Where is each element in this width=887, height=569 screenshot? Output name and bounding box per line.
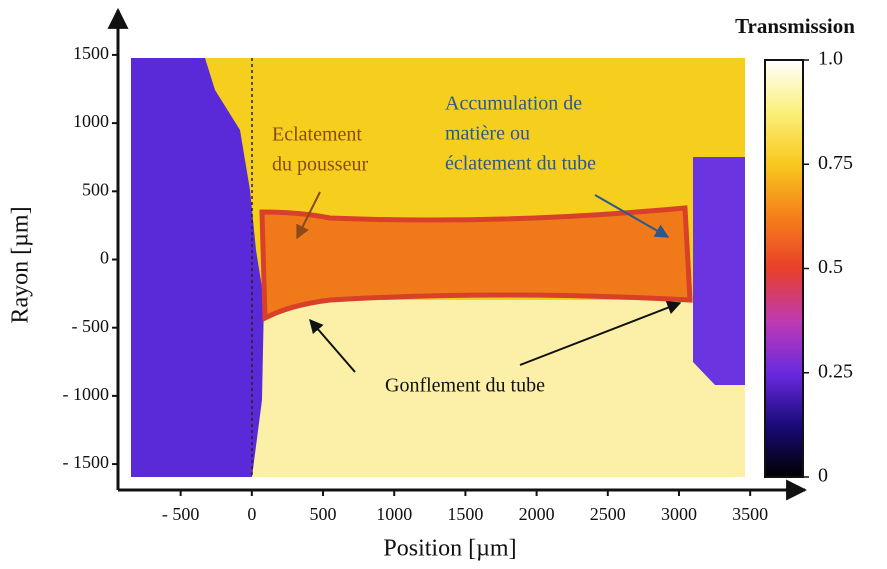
x-tick-label: 1500 xyxy=(447,504,483,524)
y-tick-label: - 500 xyxy=(72,316,110,336)
x-tick-label: 1000 xyxy=(376,504,412,524)
colorbar-tick-label: 0.5 xyxy=(818,256,843,278)
colorbar-tick-label: 0.75 xyxy=(818,152,853,174)
y-tick-label: 1000 xyxy=(73,111,109,131)
heatmap-image xyxy=(131,58,745,477)
x-tick-label: 3000 xyxy=(661,504,697,524)
x-tick-label: 2500 xyxy=(590,504,626,524)
annotation-text: Gonflement du tube xyxy=(385,375,545,397)
x-tick-label: - 500 xyxy=(162,504,200,524)
x-tick-label: 0 xyxy=(247,504,256,524)
colorbar-tick-label: 1.0 xyxy=(818,48,843,70)
y-axis-label: Rayon [µm] xyxy=(8,206,34,323)
y-tick-label: 0 xyxy=(100,248,109,268)
colorbar xyxy=(764,59,804,478)
x-tick-label: 500 xyxy=(310,504,337,524)
y-tick-label: - 1500 xyxy=(63,452,110,472)
y-tick-label: - 1000 xyxy=(63,384,110,404)
annotation-text: Accumulation de xyxy=(445,93,582,115)
x-axis-label: Position [µm] xyxy=(383,536,516,562)
x-tick-label: 2000 xyxy=(519,504,555,524)
colorbar-tick-label: 0.25 xyxy=(818,360,853,382)
y-tick-label: 1500 xyxy=(73,43,109,63)
annotation-text: Eclatement xyxy=(272,124,362,146)
colorbar-title: Transmission xyxy=(735,14,855,38)
annotations: Eclatement du pousseur Accumulation de mati… xyxy=(272,93,682,397)
annotation-text: matière ou xyxy=(445,123,530,145)
colorbar-tick-label: 0 xyxy=(818,465,828,487)
y-tick-label: 500 xyxy=(82,179,109,199)
annotation-text: éclatement du tube xyxy=(445,153,596,175)
annotation-text: du pousseur xyxy=(272,154,368,176)
x-tick-label: 3500 xyxy=(732,504,768,524)
